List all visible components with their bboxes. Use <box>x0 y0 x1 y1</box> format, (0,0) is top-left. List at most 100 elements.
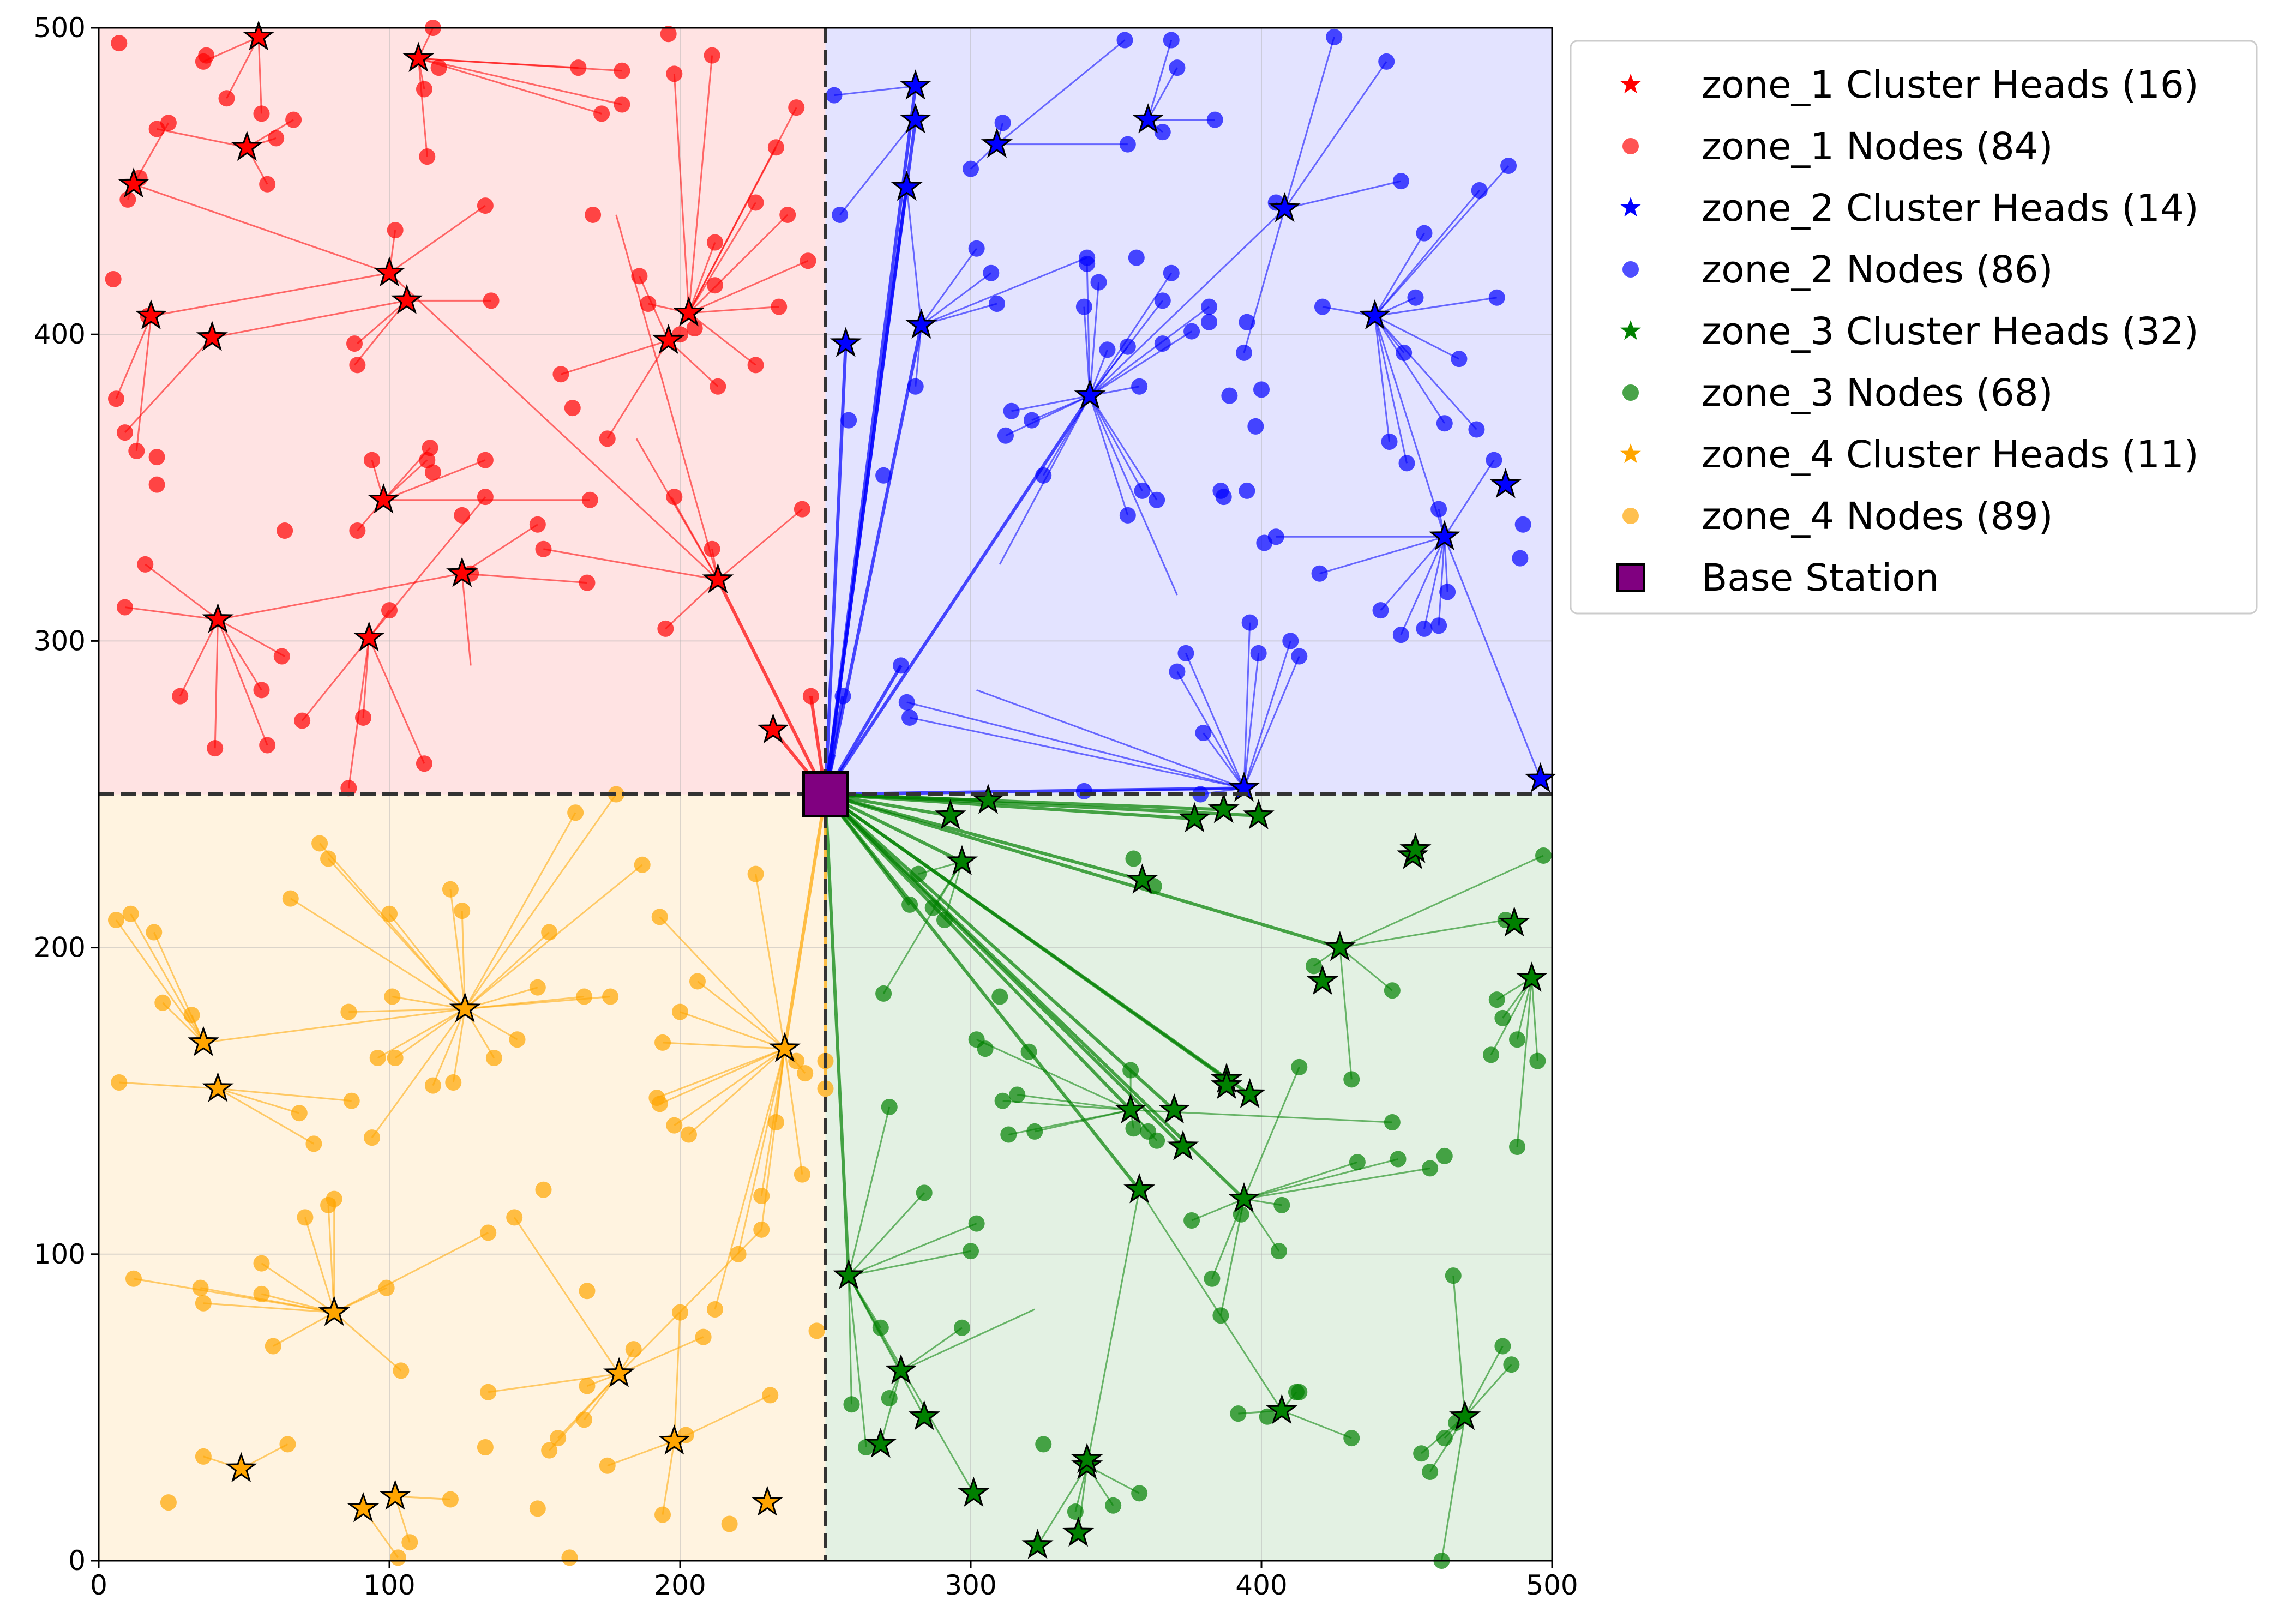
zone_2-link <box>1444 459 1495 538</box>
zone_1-link <box>124 606 218 621</box>
zone_2-cluster-head <box>899 103 931 134</box>
zone_4-node <box>753 1221 770 1238</box>
zone_1-cluster-head <box>390 284 423 315</box>
zone_4-link <box>217 1087 315 1145</box>
zone_1-node <box>477 452 494 468</box>
zone_2-link <box>839 119 916 215</box>
zone_3-link <box>848 1276 852 1405</box>
zone_3-node <box>1503 1356 1520 1373</box>
zone_4-cluster-head <box>751 1485 783 1516</box>
zone_1-node <box>419 148 436 165</box>
zone_2-link <box>996 39 1126 145</box>
zone_2-cluster-head <box>1359 299 1391 330</box>
zone_1-link <box>368 637 425 764</box>
zone_1-node <box>614 96 630 113</box>
zone_4-link <box>392 996 465 1010</box>
zone_3-node <box>1509 1031 1526 1048</box>
zone_3-node <box>1483 1046 1500 1063</box>
zone_2-link <box>1284 61 1387 209</box>
zone_2-node <box>1512 550 1529 567</box>
zone_2-node <box>1201 314 1218 330</box>
zone_3-link <box>880 1370 902 1445</box>
zone_3-node <box>1291 1058 1308 1075</box>
zone_1-link <box>157 128 248 148</box>
zone_3-link <box>1464 1364 1512 1417</box>
zone_2-link <box>1147 67 1178 121</box>
zone_3-node <box>1494 1009 1511 1026</box>
zone_4-link <box>656 1048 785 1099</box>
zone_3-node <box>1509 1139 1526 1156</box>
zone_3-link <box>1086 1189 1140 1466</box>
zone_1-link <box>388 272 719 581</box>
zone_3-node <box>1422 1463 1439 1480</box>
zone_1-node <box>529 516 546 533</box>
zone_4-node <box>541 924 558 941</box>
zone_3-node <box>1183 1212 1200 1229</box>
zone_3-link <box>1452 1276 1466 1417</box>
zone_1-node <box>686 320 703 336</box>
zone_2-node <box>1023 412 1040 429</box>
zone_4-node <box>808 1322 825 1339</box>
zone_3-node <box>1343 1071 1360 1088</box>
zone_1-link <box>383 459 428 501</box>
zone_1-link <box>688 242 716 314</box>
zone_2-link <box>1031 395 1091 421</box>
zone_4-cluster-head <box>225 1452 257 1483</box>
zone_4-link <box>273 1312 335 1347</box>
zone_2-node <box>1451 351 1468 368</box>
zone_1-node <box>381 602 398 619</box>
zone_2-node <box>1163 32 1180 49</box>
zone_1-cluster-head <box>135 299 167 330</box>
zone_1-node <box>570 59 587 76</box>
zone_1-link <box>257 37 262 114</box>
zone_2-link <box>1400 536 1446 635</box>
legend-star-icon <box>1620 320 1641 340</box>
zone_4-cluster-head <box>768 1032 801 1062</box>
zone_4-node <box>654 1034 671 1051</box>
zone_1-node <box>116 599 133 616</box>
zone_2-link <box>1374 190 1480 317</box>
zone_4-node <box>651 1096 668 1112</box>
zone_2-node <box>1247 418 1264 435</box>
zone_1-node <box>277 522 293 539</box>
zone_1-node <box>416 755 432 772</box>
zone_2-node <box>988 295 1005 312</box>
zone_1-node <box>631 268 648 285</box>
zone_3-cluster-head <box>1242 799 1275 829</box>
zone_4-node <box>579 1378 596 1394</box>
zone_2-link <box>1089 395 1129 516</box>
zone_3-cluster-head <box>1449 1400 1481 1430</box>
zone_4-link <box>432 1008 466 1086</box>
zone_4-node <box>529 979 546 996</box>
zone_3-node <box>1535 847 1552 864</box>
legend-circle-icon <box>1622 261 1639 278</box>
zone_2-node <box>1169 663 1186 680</box>
zone_2-node <box>1169 59 1186 76</box>
zone_4-link <box>449 889 466 1009</box>
zone_2-node <box>1241 614 1258 631</box>
zone_4-node <box>576 1411 593 1428</box>
zone_2-link <box>1089 346 1129 396</box>
zone_1-link <box>462 573 587 584</box>
zone_1-link <box>124 336 213 434</box>
zone_1-link <box>362 637 370 718</box>
zone_3-cluster-head <box>1234 1078 1266 1109</box>
zone_1-link <box>417 58 428 157</box>
zone_3-link <box>1490 978 1533 1056</box>
zone_1-node <box>794 501 810 518</box>
axis-ticks: 0 100 200 300 400 500 0 100 200 300 400 500 <box>34 12 1578 1601</box>
zone_3-cluster-head <box>1498 906 1530 937</box>
zone_3-link <box>1464 1345 1504 1417</box>
zone_3-node <box>1529 1052 1546 1069</box>
zone_2-link <box>1086 263 1091 396</box>
zone_3-node <box>1131 1485 1148 1502</box>
zone_2-link <box>1374 316 1408 464</box>
zone_1-node <box>710 378 726 395</box>
zone_4-node <box>579 1283 596 1300</box>
zone_2-node <box>826 87 843 104</box>
zone_4-node <box>706 1301 723 1318</box>
x-tick-label: 100 <box>363 1569 415 1601</box>
zone_3-node <box>1291 1384 1308 1400</box>
zone_3-cluster-head <box>885 1354 917 1385</box>
